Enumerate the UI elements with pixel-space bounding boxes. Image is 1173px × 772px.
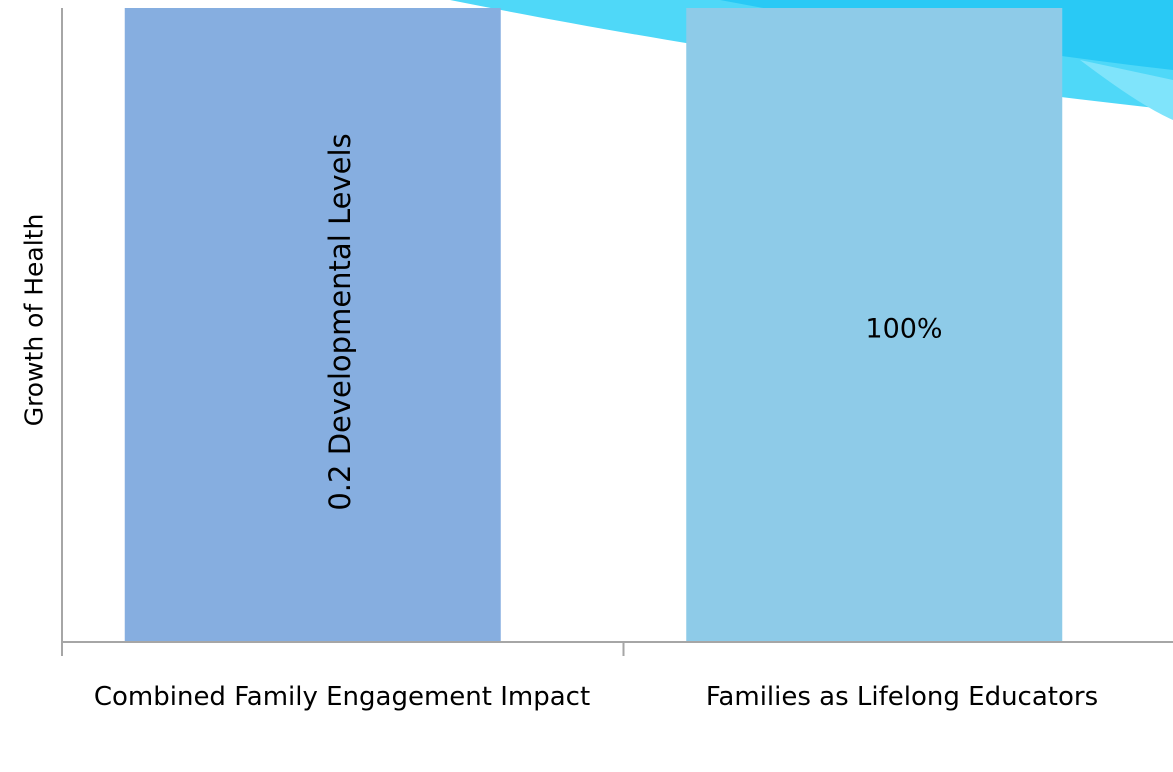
bar-data-label-1: 0.2 Developmental Levels	[323, 133, 357, 511]
x-tick-label-1: Combined Family Engagement Impact	[93, 682, 591, 712]
bar-1	[124, 8, 501, 642]
bar-data-label-2: 100%	[865, 313, 943, 345]
bar-2	[686, 8, 1063, 642]
swoosh-band-3	[1080, 60, 1173, 120]
y-axis-label: Growth of Health	[19, 213, 49, 427]
x-tick-label-2: Families as Lifelong Educators	[705, 682, 1099, 712]
